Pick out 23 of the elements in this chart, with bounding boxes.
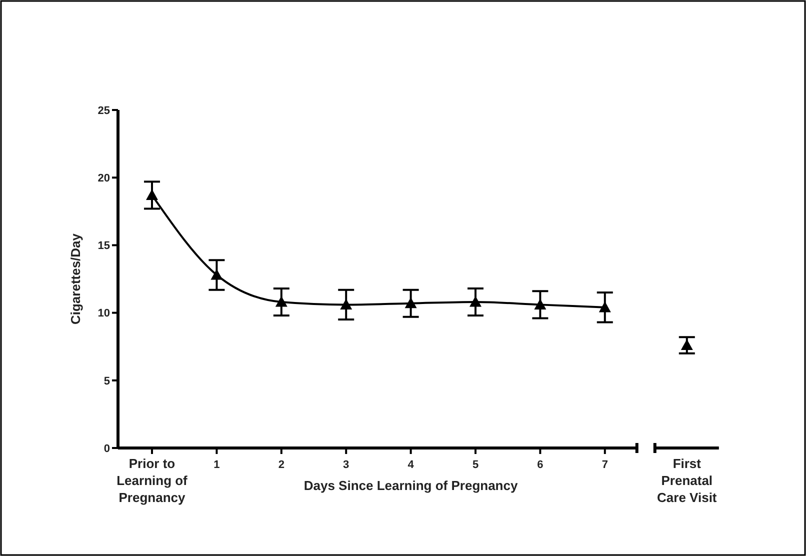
y-tick-label: 25 bbox=[98, 104, 110, 117]
x-tick-label: 1 bbox=[214, 459, 220, 471]
x-tick-label: 2 bbox=[278, 459, 284, 471]
point bbox=[534, 298, 546, 310]
point bbox=[275, 296, 288, 307]
x-tick-label: 5 bbox=[472, 459, 479, 471]
x-tick-label: 7 bbox=[602, 459, 608, 471]
x-tick-label: 4 bbox=[408, 459, 415, 471]
y-tick-label: 10 bbox=[98, 308, 110, 320]
point bbox=[598, 301, 611, 312]
y-tick-label: 15 bbox=[98, 240, 110, 252]
x-tick-label: 6 bbox=[537, 459, 544, 471]
x-tick-label: Prior to Learning of Pregnancy bbox=[116, 456, 188, 505]
x-tick-label: 3 bbox=[343, 459, 350, 471]
x-tick-label: First Prenatal Care Visit bbox=[657, 456, 718, 505]
y-tick-label: 0 bbox=[104, 442, 110, 455]
y-tick-label: 20 bbox=[98, 172, 110, 184]
y-axis-title: Cigarettes/Day bbox=[68, 232, 83, 325]
y-tick-label: 5 bbox=[104, 375, 110, 388]
point bbox=[210, 268, 223, 280]
point bbox=[340, 298, 352, 310]
point bbox=[404, 297, 417, 308]
x-axis-title: Days Since Learning of Pregnancy bbox=[304, 478, 518, 493]
